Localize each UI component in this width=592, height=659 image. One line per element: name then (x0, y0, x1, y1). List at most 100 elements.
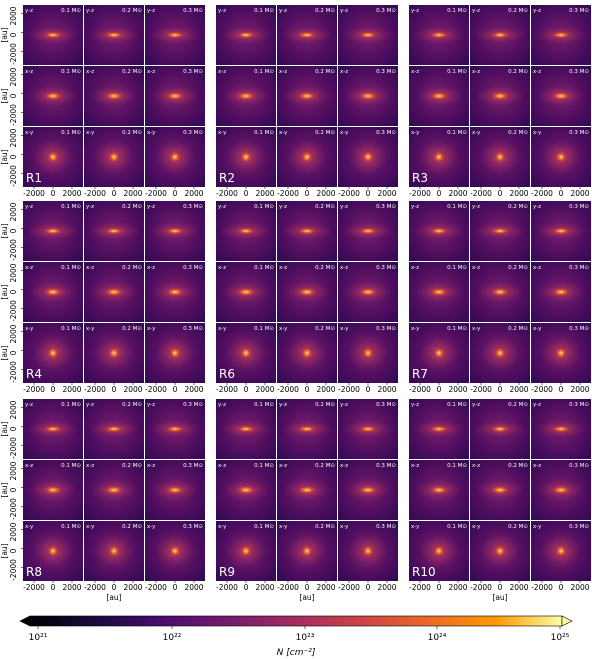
colorbar-tick-label: 10²⁵ (551, 633, 570, 643)
y-tick-label: -2000 (9, 559, 18, 581)
density-panel: x-z 0.2 M⊙ (84, 66, 144, 126)
mass-label: 0.2 M⊙ (508, 402, 528, 408)
mass-label: 0.3 M⊙ (376, 326, 396, 332)
core (428, 227, 450, 235)
x-tick-label: -2000 (277, 385, 299, 394)
y-tick-label: 0 (9, 548, 18, 553)
core (42, 425, 64, 433)
core (164, 287, 186, 297)
projection-label: x-z (25, 69, 33, 75)
colorbar-tick-label: 10²⁴ (428, 633, 447, 643)
density-panel: y-z 0.2 M⊙ (84, 5, 144, 65)
core (428, 425, 450, 433)
y-axis-label: [au] (0, 543, 9, 558)
x-tick-label: 0 (366, 189, 371, 198)
y-axis-label: [au] (0, 345, 9, 360)
x-tick-label: 2000 (570, 583, 589, 592)
density-panel: x-z 0.2 M⊙ (277, 66, 337, 126)
projection-label: x-z (411, 69, 419, 75)
density-panel: x-y 0.1 M⊙ (216, 127, 276, 187)
projection-label: y-z (86, 204, 94, 210)
density-panel: x-y 0.3 M⊙ (338, 323, 398, 383)
density-panel: y-z 0.3 M⊙ (145, 201, 205, 261)
mass-label: 0.1 M⊙ (254, 524, 274, 530)
core (42, 91, 64, 101)
density-panel: x-y 0.1 M⊙ (216, 521, 276, 581)
x-tick-label: 2000 (570, 385, 589, 394)
core (357, 227, 379, 235)
projection-label: x-y (25, 326, 34, 332)
x-tick-label: -2000 (84, 385, 106, 394)
projection-label: x-y (25, 130, 34, 136)
core (164, 227, 186, 235)
projection-label: x-y (86, 326, 95, 332)
projection-label: y-z (86, 8, 94, 14)
run-label: R4 (26, 367, 42, 381)
density-panel: y-z 0.2 M⊙ (470, 5, 530, 65)
x-tick-label: 2000 (509, 189, 528, 198)
projection-label: x-y (279, 524, 288, 530)
core (489, 227, 511, 235)
density-panel: x-z 0.1 M⊙ (409, 66, 469, 126)
x-tick-label: 0 (366, 385, 371, 394)
y-tick-label: 0 (9, 350, 18, 355)
density-panel: x-y 0.2 M⊙ (470, 521, 530, 581)
core (296, 31, 318, 39)
projection-label: x-z (25, 463, 33, 469)
density-panel: y-z 0.1 M⊙ (23, 5, 83, 65)
projection-label: x-y (147, 130, 156, 136)
x-tick-label: 2000 (570, 189, 589, 198)
x-tick-label: 0 (173, 189, 178, 198)
core (42, 287, 64, 297)
projection-label: x-y (472, 524, 481, 530)
mass-label: 0.1 M⊙ (254, 402, 274, 408)
colorbar-label: N [cm⁻²] (277, 648, 316, 658)
core (103, 485, 125, 495)
x-tick-label: 2000 (448, 189, 467, 198)
projection-label: x-y (147, 326, 156, 332)
density-panel: x-y 0.1 M⊙ (409, 127, 469, 187)
density-panel: y-z 0.3 M⊙ (145, 399, 205, 459)
y-tick-label: 0 (9, 487, 18, 492)
density-panel: x-z 0.1 M⊙ (23, 66, 83, 126)
core (432, 346, 446, 360)
projection-label: y-z (218, 204, 226, 210)
y-tick-label: 2000 (9, 324, 18, 343)
y-tick-label: -2000 (9, 498, 18, 520)
density-panel: x-z 0.3 M⊙ (531, 460, 591, 520)
projection-label: x-z (279, 265, 287, 271)
colorbar: 10²¹ 10²² 10²³ 10²⁴ 10²⁵ N [cm⁻²] (19, 615, 573, 658)
core (164, 425, 186, 433)
mass-label: 0.1 M⊙ (61, 265, 81, 271)
core (554, 346, 568, 360)
mass-label: 0.2 M⊙ (315, 8, 335, 14)
projection-label: y-z (86, 402, 94, 408)
x-tick-label: 2000 (184, 189, 203, 198)
projection-label: y-z (533, 204, 541, 210)
y-tick-label: 2000 (9, 263, 18, 282)
x-tick-label: 2000 (62, 385, 81, 394)
x-tick-label: 2000 (123, 385, 142, 394)
projection-label: x-y (218, 326, 227, 332)
core (550, 425, 572, 433)
density-panel: y-z 0.1 M⊙ (216, 5, 276, 65)
core (489, 91, 511, 101)
mass-label: 0.1 M⊙ (447, 524, 467, 530)
x-tick-label: 2000 (377, 385, 396, 394)
projection-label: y-z (279, 402, 287, 408)
core (235, 31, 257, 39)
core (550, 287, 572, 297)
projection-label: x-z (533, 463, 541, 469)
core (300, 346, 314, 360)
density-panel: x-y 0.2 M⊙ (84, 521, 144, 581)
x-tick-label: 2000 (184, 583, 203, 592)
x-tick-label: 2000 (62, 583, 81, 592)
density-panel: x-y 0.2 M⊙ (277, 521, 337, 581)
run-block-r4: y-z 0.1 M⊙ y-z 0.2 M⊙ y-z 0.3 M⊙ x-z 0.1 M⊙ x-z 0… (23, 201, 205, 383)
colorbar-tick-label: 10²³ (296, 633, 315, 643)
core (357, 485, 379, 495)
density-panel: y-z 0.3 M⊙ (338, 5, 398, 65)
y-axis-label: [au] (0, 88, 9, 103)
mass-label: 0.3 M⊙ (376, 524, 396, 530)
x-tick-label: 0 (305, 189, 310, 198)
